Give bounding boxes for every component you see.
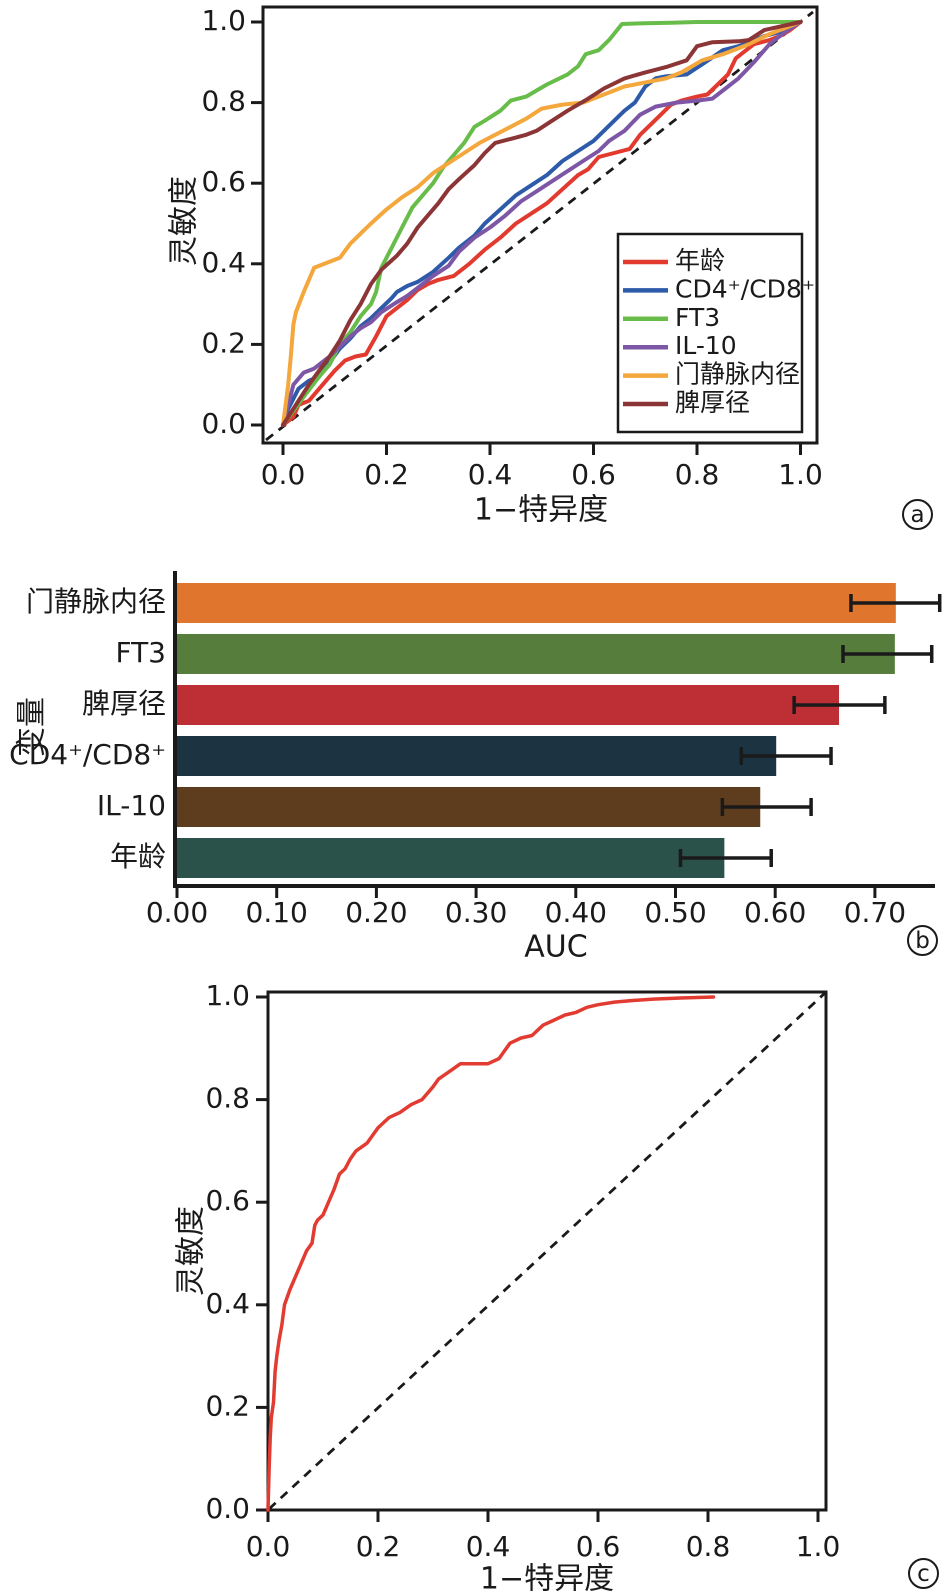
auc-bar-1 [177,634,895,674]
x-tick-label-c: 0.8 [686,1530,731,1563]
diagonal-reference-c [268,991,826,1511]
auc-bar-3 [177,736,777,776]
category-label-1: FT3 [115,636,166,669]
category-label-2: 脾厚径 [82,687,166,720]
category-label-4: IL-10 [97,789,166,822]
x-tick-label-c: 0.2 [356,1530,401,1563]
y-tick-label-c: 0.8 [205,1082,250,1115]
legend-label-a-2: FT3 [675,303,720,332]
auc-bar-2 [177,685,840,725]
plot-frame-a [261,5,819,445]
category-label-5: 年龄 [110,840,166,873]
x-tick-label-b: 0.10 [246,896,308,929]
auc-bar-5 [177,838,725,878]
panel-tag-b: b [907,925,938,956]
plot-frame-c [266,990,828,1512]
legend-label-a-0: 年龄 [675,246,725,275]
panel-tag-a: a [902,499,933,530]
panel-tag-c: c [908,1558,939,1589]
x-tick-label-a: 0.4 [468,458,513,491]
legend-label-a-3: IL-10 [675,331,737,360]
legend-label-a-4: 门静脉内径 [675,360,800,389]
x-tick-label-c: 0.6 [576,1530,621,1563]
x-tick-label-a: 0.0 [261,458,306,491]
legend-label-a-5: 脾厚径 [675,388,750,417]
y-tick-label-c: 1.0 [205,979,250,1012]
legend-label-a-1: CD4⁺/CD8⁺ [675,274,815,303]
x-tick-label-a: 0.6 [571,458,616,491]
y-tick-label-c: 0.0 [205,1492,250,1525]
category-label-3: CD4⁺/CD8⁺ [9,738,166,771]
x-tick-label-c: 1.0 [796,1530,841,1563]
x-tick-label-b: 0.70 [844,896,906,929]
x-tick-label-a: 0.2 [364,458,409,491]
y-axis-label-b: 变量 [15,697,50,757]
x-tick-label-b: 0.40 [545,896,607,929]
x-tick-label-a: 0.8 [675,458,720,491]
y-tick-label-a: 0.4 [201,246,246,279]
roc-curve-a-2 [281,20,803,427]
x-axis-label-a: 1−特异度 [474,493,608,528]
roc-curve-a-0 [281,20,803,427]
y-tick-label-a: 1.0 [201,4,246,37]
y-tick-label-c: 0.2 [205,1389,250,1422]
x-tick-label-b: 0.00 [146,896,208,929]
x-tick-label-b: 0.20 [345,896,407,929]
y-tick-label-a: 0.6 [201,165,246,198]
x-tick-label-c: 0.0 [246,1530,291,1563]
y-tick-label-c: 0.4 [205,1287,250,1320]
roc-curve-a-3 [281,20,803,427]
x-tick-label-a: 1.0 [778,458,823,491]
y-tick-label-a: 0.0 [201,407,246,440]
y-tick-label-a: 0.2 [201,326,246,359]
x-tick-label-b: 0.30 [445,896,507,929]
x-tick-label-c: 0.4 [466,1530,511,1563]
roc-curve-a-5 [281,20,803,427]
y-axis-label-c: 灵敏度 [174,1206,209,1296]
auc-bar-4 [177,787,761,827]
legend-box-a [616,232,804,434]
roc-curve-c-0 [266,995,716,1512]
x-axis-label-b: AUC [524,930,587,965]
x-tick-label-b: 0.50 [644,896,706,929]
y-tick-label-a: 0.8 [201,85,246,118]
y-axis-label-a: 灵敏度 [167,176,202,266]
roc-curve-a-4 [281,20,803,427]
x-tick-label-b: 0.60 [744,896,806,929]
auc-bar-0 [177,583,896,623]
x-axis-label-c: 1−特异度 [480,1562,614,1592]
category-label-0: 门静脉内径 [26,585,166,618]
y-tick-label-c: 0.6 [205,1184,250,1217]
diagonal-reference-a [265,10,814,442]
